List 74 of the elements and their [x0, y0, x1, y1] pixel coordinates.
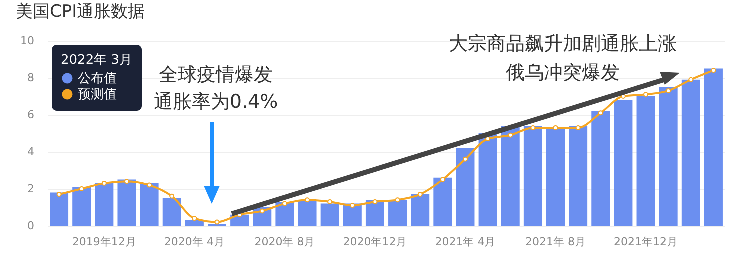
x-tick-label: 2019年12月	[72, 236, 136, 248]
bar	[95, 183, 114, 226]
y-tick-label: 8	[28, 72, 34, 84]
point	[418, 192, 423, 198]
point	[508, 132, 514, 138]
point	[56, 192, 62, 198]
bar	[569, 126, 588, 226]
bar	[72, 187, 92, 226]
bar	[162, 198, 182, 226]
point	[553, 125, 558, 130]
point	[372, 199, 378, 204]
y-tick-label: 6	[28, 108, 34, 122]
point	[350, 203, 356, 208]
bar	[118, 180, 136, 226]
bar	[411, 194, 430, 226]
bar	[366, 200, 384, 226]
bar	[140, 183, 159, 226]
bar	[501, 126, 520, 226]
point	[576, 125, 581, 130]
x-tick-label: 2020年12月	[343, 236, 408, 248]
y-tick-label: 10	[20, 34, 34, 48]
annotation: 全球疫情爆发	[159, 64, 273, 86]
bar	[524, 126, 542, 226]
y-tick-label: 4	[28, 146, 34, 158]
bar	[546, 128, 565, 226]
point	[688, 77, 694, 82]
annotation: 大宗商品飙升加剧通胀上涨	[449, 33, 677, 55]
point	[440, 177, 446, 182]
point	[102, 180, 107, 186]
bar	[592, 111, 610, 226]
point	[305, 198, 310, 203]
bar	[636, 96, 656, 226]
x-tick-label: 2021年12月	[614, 236, 678, 248]
x-tick-label: 2020年 4月	[164, 236, 225, 248]
point	[530, 125, 536, 130]
point	[260, 208, 265, 214]
bar	[478, 134, 498, 226]
bar	[298, 200, 317, 226]
x-tick-label: 2020年 8月	[254, 236, 316, 248]
point	[282, 201, 288, 206]
point	[147, 182, 152, 188]
point	[395, 198, 400, 203]
bar	[614, 100, 633, 226]
bar	[320, 204, 340, 226]
point	[598, 110, 604, 116]
point	[462, 156, 468, 162]
bar	[682, 80, 700, 226]
bar	[704, 68, 723, 226]
chart-title: 美国CPI通胀数据	[16, 2, 146, 22]
point	[328, 199, 333, 204]
point	[666, 88, 672, 94]
point	[486, 136, 491, 142]
point	[214, 220, 220, 225]
legend-title: 2022年 3月	[61, 53, 132, 68]
legend-label: 预测值	[78, 88, 117, 102]
x-tick-label: 2021年 4月	[435, 236, 496, 248]
point	[192, 216, 198, 222]
point	[124, 179, 130, 184]
bar	[659, 87, 678, 226]
bar	[388, 200, 408, 226]
annotation: 俄乌冲突爆发	[506, 62, 620, 84]
y-tick-label: 2	[28, 182, 34, 196]
bar	[185, 220, 204, 226]
bar	[456, 148, 475, 226]
point	[170, 194, 175, 199]
bar	[50, 192, 69, 226]
annotation: 通胀率为0.4%	[154, 91, 278, 113]
bar	[434, 178, 452, 226]
point	[711, 68, 716, 74]
y-tick-label: 0	[28, 220, 34, 232]
point	[79, 186, 84, 192]
point	[644, 92, 649, 98]
legend-label: 公布值	[78, 72, 117, 86]
x-tick-label: 2021年 8月	[526, 236, 586, 248]
